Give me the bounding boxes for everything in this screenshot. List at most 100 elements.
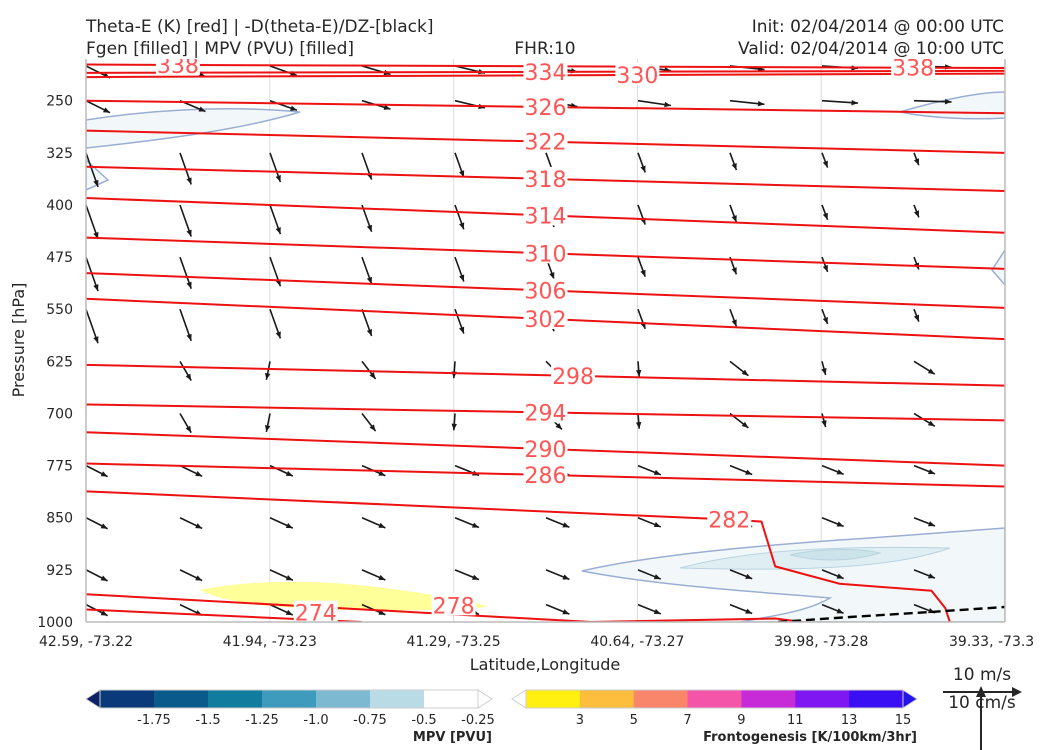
- fgen-fill-yellow: [200, 581, 488, 611]
- fgen-colorbar-segment: [526, 690, 581, 708]
- theta-e-label: 306: [525, 279, 567, 304]
- wind-vectors: [86, 63, 1044, 617]
- theta-e-label-bg: [891, 59, 936, 78]
- wind-vector-head: [757, 100, 765, 107]
- fgen-colorbar-segment: [741, 690, 796, 708]
- wind-vector: [1004, 517, 1005, 519]
- wind-vector-head: [928, 469, 935, 475]
- wind-vector-head: [731, 215, 737, 223]
- wind-vector-head: [635, 369, 642, 377]
- theta-e-label-bg: [523, 59, 568, 82]
- theta-e-line: [86, 363, 1005, 387]
- wind-vector-head: [195, 575, 203, 581]
- x-tick-label: 41.29, -73.25: [407, 634, 501, 650]
- wind-vector-head: [369, 372, 376, 379]
- wind-vector-head: [185, 425, 192, 433]
- wind-vector-head: [653, 574, 661, 580]
- fgen-colorbar-segment: [795, 690, 850, 708]
- theta-e-label-bg: [523, 129, 568, 152]
- wind-vector-head: [459, 170, 465, 178]
- y-tick-label: 925: [46, 563, 73, 579]
- wind-vector-head: [100, 523, 108, 529]
- theta-e-label-bg: [523, 306, 568, 329]
- fgen-colorbar-tick: 3: [576, 713, 584, 728]
- reference-label-ms: 10 m/s: [953, 665, 1011, 685]
- wind-vector-head: [731, 163, 737, 171]
- mpv-colorbar-segment: [370, 690, 425, 708]
- wind-vector: [1004, 465, 1005, 467]
- y-tick-label: 325: [46, 146, 73, 162]
- wind-vector-head: [195, 523, 203, 529]
- wind-vector-head: [93, 284, 99, 292]
- mpv-colorbar-tick: -0.25: [461, 713, 495, 728]
- fgen-colorbar-extend-low: [511, 689, 527, 709]
- theta-e-label: 282: [708, 509, 750, 534]
- y-tick-label: 625: [46, 354, 73, 370]
- x-tick-label: 39.98, -73.28: [774, 634, 868, 650]
- wind-vector-head: [93, 179, 99, 187]
- theta-e-label-bg: [431, 593, 476, 616]
- theta-e-label-bg: [523, 94, 568, 117]
- gridlines: [269, 59, 822, 622]
- wind-vector-head: [451, 423, 457, 431]
- fgen-colorbar-segment: [579, 690, 635, 708]
- wind-vector-head: [664, 101, 671, 108]
- wind-vector-head: [562, 609, 570, 615]
- theta-e-label: 338: [892, 57, 934, 82]
- theta-e-label-bg: [523, 241, 568, 264]
- mpv-colorbar-tick: -1.0: [303, 713, 328, 728]
- wind-vector-head: [653, 469, 661, 475]
- x-tick-labels: 42.59, -73.22 41.94, -73.23 41.29, -73.25 4…: [39, 634, 1034, 650]
- x-axis-label: Latitude,Longitude: [470, 655, 621, 674]
- mpv-colorbar-extend-high: [477, 689, 493, 709]
- x-tick-label: 42.59, -73.22: [39, 634, 133, 650]
- wind-vector-head: [927, 368, 935, 375]
- wind-vector-head: [472, 574, 479, 580]
- fgen-colorbar-tick: 5: [630, 713, 638, 728]
- theta-e-label: 290: [525, 438, 567, 463]
- fgen-colorbar-tick: 13: [841, 713, 858, 728]
- wind-vector-head: [562, 522, 570, 528]
- wind-vector-head: [640, 165, 646, 173]
- wind-vector-head: [653, 522, 661, 528]
- title-line2-left: Fgen [filled] | MPV (PVU) [filled]: [86, 39, 354, 59]
- wind-vector-head: [927, 420, 935, 427]
- y-tick-label: 475: [46, 250, 73, 266]
- wind-vector-head: [913, 314, 920, 322]
- wind-vector-head: [378, 574, 386, 580]
- y-tick-label: 850: [46, 511, 73, 527]
- wind-vector-head: [1038, 63, 1044, 68]
- wind-vector-head: [821, 368, 827, 375]
- x-tick-label: 40.64, -73.27: [590, 634, 684, 650]
- wind-vector-head: [928, 521, 935, 527]
- theta-e-label-bg: [523, 203, 568, 226]
- wind-vector-head: [1018, 608, 1025, 613]
- wind-vector-head: [745, 469, 753, 475]
- wind-vector-head: [185, 373, 192, 381]
- wind-vector: [1004, 569, 1005, 571]
- wind-vector-head: [745, 573, 753, 579]
- theta-e-label: 302: [525, 308, 567, 333]
- wind-vector-head: [275, 227, 281, 235]
- mpv-colorbar-tick: -0.5: [411, 713, 436, 728]
- theta-e-label: 338: [157, 54, 199, 79]
- wind-vector-head: [1006, 418, 1011, 425]
- wind-vector-head: [100, 471, 108, 477]
- wind-vector-head: [836, 608, 844, 614]
- wind-vector-head: [195, 471, 203, 477]
- theta-e-label-bg: [523, 400, 568, 423]
- wind-vector-head: [913, 158, 920, 166]
- mpv-colorbar-segment: [208, 690, 263, 708]
- mpv-colorbar-segment: [316, 690, 371, 708]
- wind-vector-head: [264, 425, 271, 432]
- theta-e-label-bg: [523, 462, 568, 485]
- plot-area: [86, 59, 1005, 622]
- dashed-contour: [777, 605, 1005, 622]
- fgen-colorbar-tick: 9: [737, 713, 745, 728]
- y-tick-label: 550: [46, 302, 73, 318]
- wind-vector-head: [731, 267, 737, 275]
- wind-vector-head: [822, 212, 828, 220]
- wind-vector-head: [186, 281, 192, 289]
- mpv-colorbar-segment: [154, 690, 209, 708]
